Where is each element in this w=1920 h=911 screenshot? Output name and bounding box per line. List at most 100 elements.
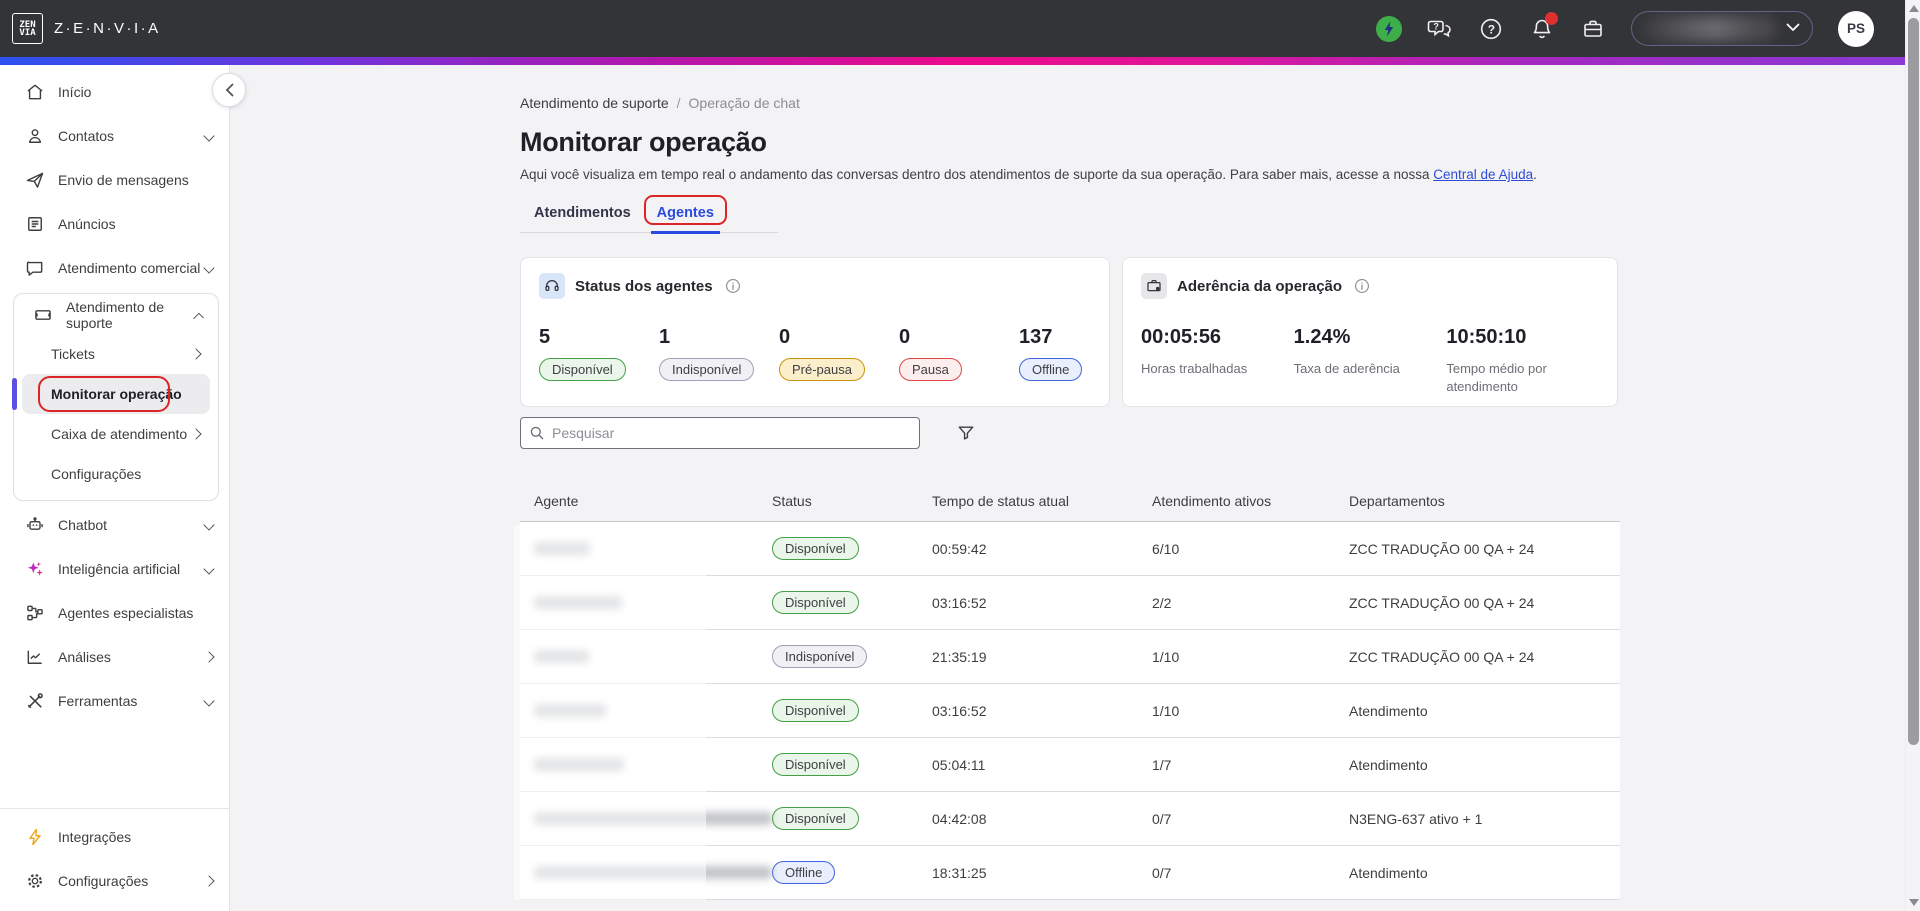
stat-pausa: 0 Pausa <box>899 326 1019 381</box>
search-icon <box>530 426 544 440</box>
table-row: Disponível 00:59:42 6/10 ZCC TRADUÇÃO 00… <box>520 522 1620 576</box>
stat-offline: 137 Offline <box>1019 326 1083 381</box>
active-count: 0/7 <box>1152 810 1172 827</box>
status-badge: Pausa <box>899 358 962 381</box>
sidebar-item-configuracoes-suporte[interactable]: Configurações <box>22 454 210 494</box>
sidebar-item-chatbot[interactable]: Chatbot <box>0 503 229 547</box>
system-status-icon[interactable] <box>1376 15 1402 42</box>
sidebar-item-anuncios[interactable]: Anúncios <box>0 202 229 246</box>
send-icon <box>25 170 45 190</box>
brand-wordmark: Z·E·N·V·I·A <box>54 20 161 37</box>
scrollbar-up-arrow[interactable] <box>1909 5 1919 12</box>
sidebar-item-contatos[interactable]: Contatos <box>0 114 229 158</box>
gear-icon <box>25 871 45 891</box>
metric-value: 10:50:10 <box>1446 326 1527 348</box>
sidebar-collapse-button[interactable] <box>212 73 246 107</box>
breadcrumb-atendimento-de-suporte[interactable]: Atendimento de suporte <box>520 95 669 111</box>
home-icon <box>25 82 45 102</box>
description-text: Aqui você visualiza em tempo real o anda… <box>520 167 1434 182</box>
search-input[interactable] <box>552 425 911 441</box>
agent-name-redacted <box>534 542 772 555</box>
departments: Atendimento <box>1349 864 1428 881</box>
topbar: ZEN VIA Z·E·N·V·I·A ? ? <box>0 0 1920 57</box>
sidebar-item-agentes-especialistas[interactable]: Agentes especialistas <box>0 591 229 635</box>
stat-pre-pausa: 0 Pré-pausa <box>779 326 899 381</box>
search-box <box>520 417 920 449</box>
notifications-bell-icon[interactable] <box>1529 11 1558 42</box>
active-count: 1/10 <box>1152 648 1180 665</box>
briefcase-clock-icon <box>1141 273 1167 299</box>
sidebar-item-monitorar-operacao[interactable]: Monitorar operação <box>12 374 210 414</box>
tab-agentes[interactable]: Agentes <box>643 195 728 234</box>
central-de-ajuda-link[interactable]: Central de Ajuda <box>1433 167 1534 182</box>
sidebar-item-tickets[interactable]: Tickets <box>22 334 210 374</box>
status-time: 03:16:52 <box>932 594 987 611</box>
sidebar-item-ferramentas[interactable]: Ferramentas <box>0 679 229 723</box>
status-badge: Disponível <box>772 537 859 560</box>
sidebar-item-atendimento-de-suporte[interactable]: Atendimento de suporte <box>22 296 210 334</box>
info-icon[interactable] <box>725 278 741 294</box>
status-time: 00:59:42 <box>932 540 987 557</box>
scrollbar-down-arrow[interactable] <box>1909 899 1919 906</box>
description-period: . <box>1533 167 1537 182</box>
agent-name-redacted <box>534 704 772 717</box>
help-icon[interactable]: ? <box>1478 16 1504 42</box>
sidebar-item-label: Configurações <box>58 873 149 889</box>
filter-funnel-icon[interactable] <box>956 423 976 443</box>
user-avatar[interactable]: PS <box>1838 10 1874 47</box>
sidebar-item-label: Atendimento de suporte <box>66 299 165 331</box>
svg-text:?: ? <box>1488 22 1495 36</box>
table-header: Agente Status Tempo de status atual Aten… <box>520 493 1620 522</box>
sidebar-item-label: Configurações <box>51 466 142 482</box>
tab-atendimentos[interactable]: Atendimentos <box>534 205 631 221</box>
sidebar-item-integracoes[interactable]: Integrações <box>0 815 229 859</box>
account-selector-dropdown[interactable] <box>1631 11 1813 46</box>
sidebar-item-label: Monitorar operação <box>51 386 182 402</box>
agent-name-redacted <box>534 812 772 825</box>
sidebar-item-label: Envio de mensagens <box>58 172 189 188</box>
status-badge: Disponível <box>772 753 859 776</box>
info-icon[interactable] <box>1354 278 1370 294</box>
logo-text-bottom: VIA <box>19 27 36 38</box>
active-count: 2/2 <box>1152 594 1172 611</box>
agents-table: Agente Status Tempo de status atual Aten… <box>514 493 1620 900</box>
sidebar-item-atendimento-comercial[interactable]: Atendimento comercial <box>0 246 229 290</box>
sidebar-item-inicio[interactable]: Início <box>0 70 229 114</box>
status-time: 04:42:08 <box>932 810 987 827</box>
sidebar-item-envio-de-mensagens[interactable]: Envio de mensagens <box>0 158 229 202</box>
departments: N3ENG-637 ativo + 1 <box>1349 810 1483 827</box>
table-row: Disponível 04:42:08 0/7 N3ENG-637 ativo … <box>520 792 1620 846</box>
status-badge: Offline <box>1019 358 1083 381</box>
zenvia-logo-icon[interactable]: ZEN VIA <box>12 13 43 44</box>
active-count: 1/10 <box>1152 702 1180 719</box>
sidebar-item-label: Início <box>58 84 92 100</box>
sidebar-item-inteligencia-artificial[interactable]: Inteligência artificial <box>0 547 229 591</box>
stat-value: 5 <box>539 326 551 348</box>
active-count: 1/7 <box>1152 756 1172 773</box>
stat-value: 137 <box>1019 326 1053 348</box>
sparkles-icon <box>25 559 45 579</box>
table-row: Disponível 05:04:11 1/7 Atendimento <box>520 738 1620 792</box>
sidebar-item-label: Atendimento comercial <box>58 260 201 276</box>
vertical-scrollbar <box>1905 0 1920 911</box>
status-badge: Disponível <box>772 807 859 830</box>
table-row: Disponível 03:16:52 1/10 Atendimento <box>520 684 1620 738</box>
breadcrumb: Atendimento de suporte / Operação de cha… <box>520 95 1620 111</box>
stat-disponivel: 5 Disponível <box>539 326 659 381</box>
chevron-down-icon <box>203 262 215 274</box>
scrollbar-thumb[interactable] <box>1908 18 1919 745</box>
metric-value: 1.24% <box>1293 326 1351 348</box>
sidebar-item-caixa-de-atendimento[interactable]: Caixa de atendimento <box>22 414 210 454</box>
support-chat-icon[interactable]: ? <box>1427 16 1453 42</box>
workspace-briefcase-icon[interactable] <box>1580 16 1606 42</box>
status-badge: Indisponível <box>772 645 868 668</box>
sidebar-item-label: Anúncios <box>58 216 116 232</box>
stat-indisponivel: 1 Indisponível <box>659 326 779 381</box>
metric-label: Tempo médio por atendimento <box>1446 361 1547 394</box>
status-badge: Disponível <box>539 358 626 381</box>
card-title: Status dos agentes <box>575 277 713 295</box>
metric-label: Horas trabalhadas <box>1141 361 1248 376</box>
col-atendimento-ativos: Atendimento ativos <box>1152 493 1272 509</box>
sidebar-item-analises[interactable]: Análises <box>0 635 229 679</box>
sidebar-item-configuracoes[interactable]: Configurações <box>0 859 229 903</box>
